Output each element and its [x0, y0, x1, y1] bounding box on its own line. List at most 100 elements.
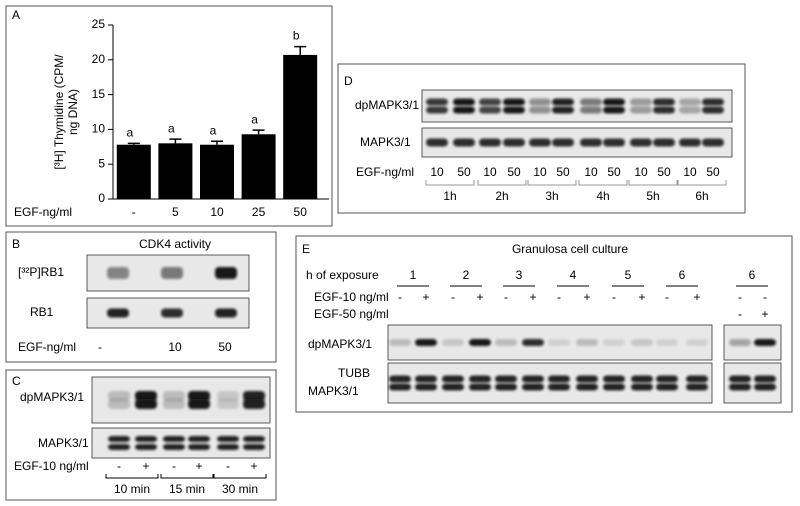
blot-band — [754, 383, 776, 391]
blot-membrane — [421, 89, 733, 123]
row-label: dpMAPK3/1 — [355, 98, 419, 112]
blot-band — [389, 339, 411, 346]
blot-band — [630, 98, 652, 106]
bar — [200, 144, 234, 199]
blot-band — [469, 375, 491, 383]
blot-band — [495, 383, 517, 391]
sign-label: - — [738, 307, 742, 321]
x-tick-label: - — [132, 205, 136, 219]
y-axis-label: [³H] Thymidine (CPM/ — [52, 54, 66, 170]
blot-band — [653, 106, 675, 114]
blot-band — [442, 339, 464, 346]
row-label: RB1 — [30, 305, 54, 319]
blot-band — [479, 138, 501, 147]
blot-band — [552, 98, 574, 106]
blot-band — [603, 339, 625, 346]
blot-band — [522, 375, 544, 383]
y-tick-label: 15 — [92, 87, 106, 101]
bar — [116, 144, 151, 199]
row-label: MAPK3/1 — [308, 384, 359, 398]
blot-band — [679, 98, 701, 106]
y-tick-label: 0 — [98, 191, 105, 205]
blot-band — [631, 375, 653, 383]
panel-label: B — [12, 237, 20, 251]
row-label: dpMAPK3/1 — [20, 390, 84, 404]
treatment-label: EGF-10 ng/ml — [14, 459, 89, 473]
blot-band — [552, 138, 574, 147]
blot-band — [580, 106, 602, 114]
sign-label: + — [693, 290, 700, 304]
blot-band — [107, 267, 129, 279]
significance-letter: a — [168, 121, 175, 135]
sign-label: - — [557, 290, 561, 304]
blot-band — [163, 399, 185, 409]
time-label: 10 min — [114, 482, 150, 496]
y-tick-label: 25 — [92, 17, 106, 31]
sign-label: - — [738, 290, 742, 304]
time-label: 4h — [596, 189, 609, 203]
blot-band — [702, 106, 724, 114]
dose-label: 50 — [657, 165, 671, 179]
blot-band — [217, 391, 239, 401]
hour-label: 2 — [463, 268, 470, 282]
blot-band — [161, 267, 183, 279]
row-label: dpMAPK3/1 — [308, 337, 372, 351]
group-bracket — [425, 180, 475, 186]
blot-band — [426, 106, 448, 114]
blot-band — [426, 138, 448, 147]
blot-band — [442, 375, 464, 383]
blot-band — [631, 383, 653, 391]
bar — [158, 143, 193, 199]
panel-b-frame — [5, 231, 277, 363]
x-tick-label: 25 — [252, 205, 266, 219]
panel-title: CDK4 activity — [139, 237, 211, 251]
blot-band — [243, 399, 265, 409]
blot-band — [503, 138, 525, 147]
blot-band — [188, 391, 210, 401]
blot-band — [135, 436, 157, 442]
blot-band — [686, 375, 708, 383]
blot-band — [754, 339, 776, 346]
x-tick-label: 5 — [172, 205, 179, 219]
significance-letter: a — [251, 112, 258, 126]
sign-label: + — [476, 290, 483, 304]
dose-label: 50 — [607, 165, 621, 179]
blot-band — [630, 138, 652, 147]
x-axis-label: EGF-ng/ml — [14, 205, 72, 219]
exposure-label: h of exposure — [306, 268, 379, 282]
treatment-label: EGF-10 ng/ml — [314, 290, 389, 304]
blot-band — [548, 383, 570, 391]
blot-band — [503, 106, 525, 114]
blot-band — [453, 106, 475, 114]
blot-band — [163, 444, 185, 450]
blot-band — [576, 383, 598, 391]
group-bracket — [105, 474, 159, 479]
x-tick-label: 10 — [210, 205, 224, 219]
sign-label: - — [226, 459, 230, 473]
blot-band — [686, 383, 708, 391]
dose-label: 10 — [634, 165, 648, 179]
panel-title: Granulosa cell culture — [512, 242, 628, 256]
blot-band — [108, 444, 130, 450]
row-label: TUBB — [338, 366, 370, 380]
dose-label: 10 — [533, 165, 547, 179]
panel-label: A — [12, 8, 20, 22]
time-label: 6h — [695, 189, 708, 203]
blot-band — [188, 444, 210, 450]
blot-band — [163, 436, 185, 442]
panel-label: C — [12, 374, 21, 388]
blot-band — [529, 98, 551, 106]
hour-label: 1 — [410, 268, 417, 282]
blot-band — [135, 444, 157, 450]
treatment-label: EGF-ng/ml — [356, 165, 414, 179]
y-tick-label: 5 — [98, 156, 105, 170]
blot-band — [442, 383, 464, 391]
dose-label: 10 — [584, 165, 598, 179]
group-bracket — [527, 180, 577, 186]
sign-label: - — [665, 290, 669, 304]
sign-label: - — [398, 290, 402, 304]
group-bracket — [677, 180, 727, 186]
blot-band — [754, 375, 776, 383]
panel-label: E — [302, 242, 310, 256]
